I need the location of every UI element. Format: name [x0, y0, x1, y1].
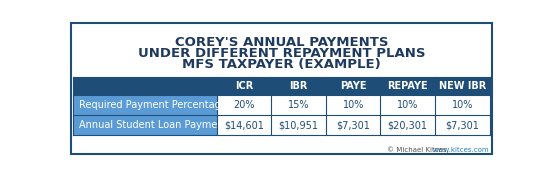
Text: COREY'S ANNUAL PAYMENTS: COREY'S ANNUAL PAYMENTS	[175, 36, 389, 49]
Text: NEW IBR: NEW IBR	[439, 81, 486, 91]
Text: $10,951: $10,951	[279, 120, 318, 130]
Text: $7,301: $7,301	[336, 120, 370, 130]
Bar	[217, 95, 271, 115]
Bar	[435, 115, 490, 135]
Text: PAYE: PAYE	[340, 81, 366, 91]
Text: 15%: 15%	[288, 100, 309, 110]
Bar	[73, 115, 217, 135]
Text: 10%: 10%	[397, 100, 419, 110]
Bar	[326, 115, 381, 135]
Text: $14,601: $14,601	[224, 120, 264, 130]
Text: $7,301: $7,301	[446, 120, 479, 130]
Text: Annual Student Loan Payment: Annual Student Loan Payment	[79, 120, 227, 130]
Text: REPAYE: REPAYE	[387, 81, 428, 91]
Text: Required Payment Percentage: Required Payment Percentage	[79, 100, 227, 110]
Text: 20%: 20%	[233, 100, 255, 110]
Text: UNDER DIFFERENT REPAYMENT PLANS: UNDER DIFFERENT REPAYMENT PLANS	[138, 47, 426, 60]
Bar	[73, 77, 490, 95]
Bar	[73, 95, 217, 115]
Bar	[271, 95, 326, 115]
Text: $20,301: $20,301	[388, 120, 428, 130]
Bar	[326, 95, 381, 115]
Bar	[381, 115, 435, 135]
Text: IBR: IBR	[289, 81, 308, 91]
Bar	[435, 95, 490, 115]
Text: MFS TAXPAYER (EXAMPLE): MFS TAXPAYER (EXAMPLE)	[183, 58, 381, 71]
Bar	[381, 95, 435, 115]
Text: 10%: 10%	[452, 100, 473, 110]
Bar	[217, 115, 271, 135]
Text: © Michael Kitces,: © Michael Kitces,	[387, 146, 450, 153]
FancyBboxPatch shape	[71, 23, 492, 154]
Bar	[271, 115, 326, 135]
Text: www.kitces.com: www.kitces.com	[433, 147, 490, 153]
Text: ICR: ICR	[235, 81, 253, 91]
Text: 10%: 10%	[343, 100, 364, 110]
